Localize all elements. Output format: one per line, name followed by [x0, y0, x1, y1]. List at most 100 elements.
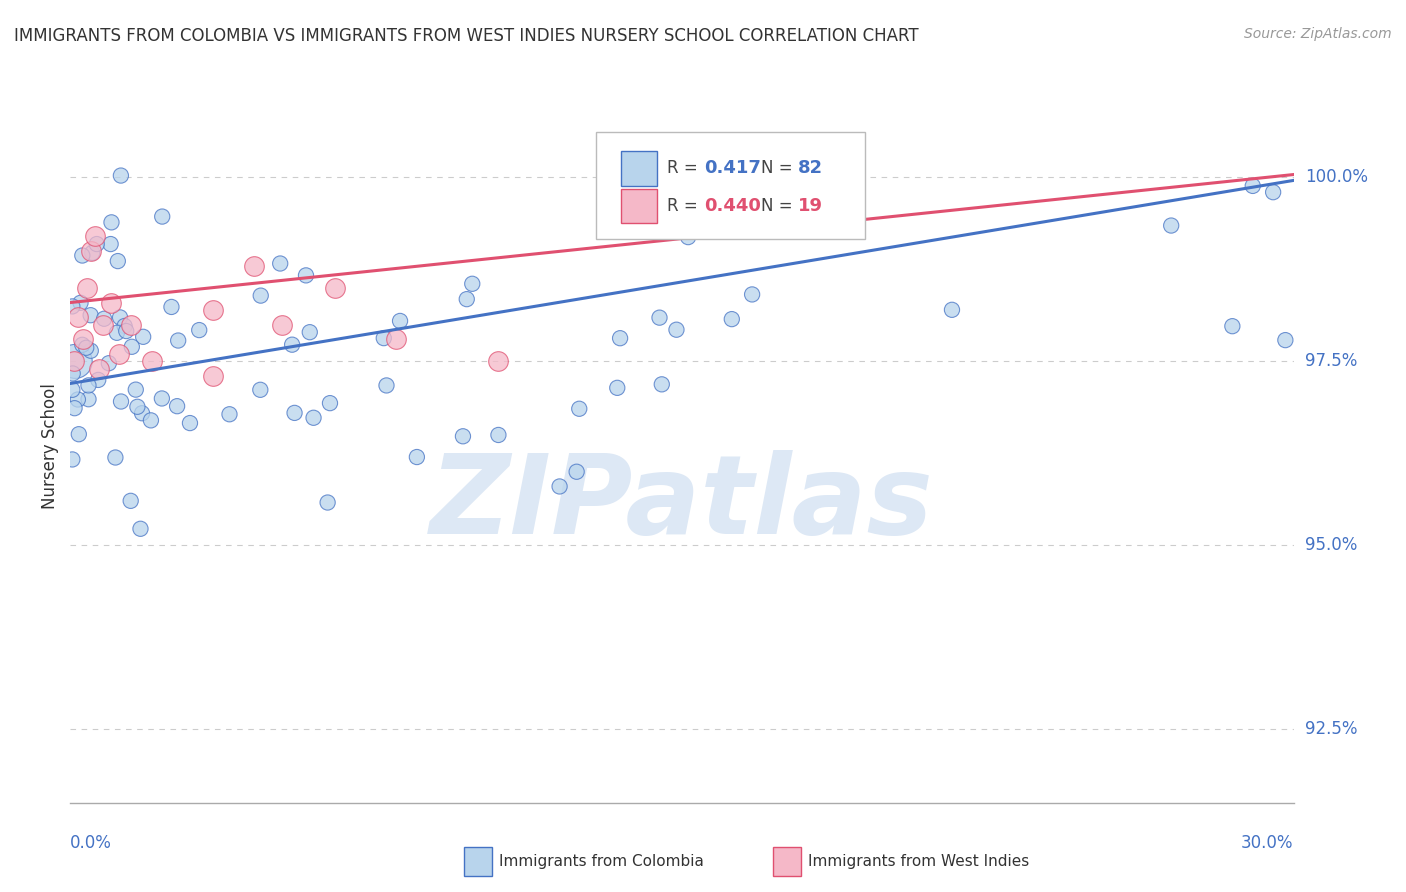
- Point: [456, 292, 478, 306]
- Point: [648, 310, 671, 325]
- Point: [127, 400, 149, 414]
- Text: N =: N =: [762, 197, 793, 215]
- Point: [160, 300, 183, 314]
- Point: [110, 394, 132, 409]
- Point: [941, 302, 963, 317]
- Point: [66, 392, 89, 407]
- Point: [87, 373, 110, 387]
- Point: [63, 354, 86, 368]
- Point: [104, 450, 127, 465]
- Point: [606, 381, 628, 395]
- Point: [269, 256, 291, 270]
- Point: [63, 354, 86, 368]
- Point: [115, 324, 138, 338]
- Point: [298, 325, 321, 339]
- Point: [120, 493, 142, 508]
- Point: [150, 392, 173, 406]
- Point: [60, 452, 83, 467]
- Point: [97, 356, 120, 370]
- Point: [243, 259, 266, 273]
- Text: 0.417: 0.417: [704, 160, 761, 178]
- Point: [188, 323, 211, 337]
- Point: [125, 383, 148, 397]
- Point: [100, 295, 122, 310]
- Point: [166, 399, 188, 413]
- Text: 19: 19: [799, 197, 823, 215]
- Point: [62, 367, 84, 381]
- Point: [83, 229, 105, 244]
- Text: 95.0%: 95.0%: [1305, 536, 1357, 554]
- Text: R =: R =: [668, 160, 697, 178]
- Point: [167, 334, 190, 348]
- Point: [79, 308, 101, 322]
- Point: [385, 332, 408, 346]
- Point: [69, 295, 91, 310]
- Point: [651, 377, 673, 392]
- Point: [665, 323, 688, 337]
- Point: [121, 318, 143, 332]
- Text: 92.5%: 92.5%: [1305, 720, 1357, 739]
- Point: [150, 210, 173, 224]
- Point: [77, 378, 100, 392]
- Point: [77, 392, 100, 407]
- Point: [110, 169, 132, 183]
- Point: [565, 465, 588, 479]
- Point: [375, 378, 398, 392]
- Point: [67, 427, 90, 442]
- Text: Immigrants from Colombia: Immigrants from Colombia: [499, 855, 704, 869]
- Point: [100, 215, 122, 229]
- Point: [741, 287, 763, 301]
- Point: [131, 406, 153, 420]
- Point: [202, 369, 225, 384]
- FancyBboxPatch shape: [596, 132, 866, 239]
- Point: [121, 340, 143, 354]
- Point: [108, 310, 131, 325]
- Point: [323, 281, 347, 295]
- Text: IMMIGRANTS FROM COLOMBIA VS IMMIGRANTS FROM WEST INDIES NURSERY SCHOOL CORRELATI: IMMIGRANTS FROM COLOMBIA VS IMMIGRANTS F…: [14, 27, 918, 45]
- Y-axis label: Nursery School: Nursery School: [41, 383, 59, 509]
- Point: [108, 347, 131, 361]
- Point: [271, 318, 294, 332]
- Point: [568, 401, 591, 416]
- Point: [281, 337, 304, 351]
- Point: [284, 406, 307, 420]
- Point: [72, 248, 94, 262]
- Point: [86, 237, 108, 252]
- Point: [302, 410, 325, 425]
- FancyBboxPatch shape: [621, 189, 658, 223]
- Point: [406, 450, 429, 464]
- Point: [1160, 219, 1182, 233]
- Point: [1241, 178, 1264, 193]
- FancyBboxPatch shape: [621, 152, 658, 186]
- Point: [249, 383, 271, 397]
- Point: [114, 318, 136, 333]
- Point: [60, 383, 83, 397]
- Point: [67, 310, 90, 325]
- Text: Source: ZipAtlas.com: Source: ZipAtlas.com: [1244, 27, 1392, 41]
- Point: [87, 361, 110, 376]
- Text: 82: 82: [799, 160, 824, 178]
- Point: [91, 318, 114, 332]
- Point: [141, 354, 163, 368]
- Point: [295, 268, 318, 283]
- Point: [75, 341, 97, 355]
- Point: [76, 281, 98, 295]
- Point: [129, 522, 152, 536]
- Point: [488, 428, 510, 442]
- Point: [451, 429, 474, 443]
- Point: [218, 407, 240, 421]
- Point: [93, 311, 115, 326]
- Point: [72, 338, 94, 352]
- Point: [105, 326, 128, 340]
- Point: [107, 254, 129, 268]
- Point: [1274, 333, 1296, 347]
- Point: [202, 302, 225, 317]
- Point: [319, 396, 342, 410]
- Point: [461, 277, 484, 291]
- Point: [249, 288, 271, 302]
- Text: 97.5%: 97.5%: [1305, 352, 1357, 370]
- Point: [82, 245, 104, 260]
- Point: [100, 237, 122, 252]
- Text: Immigrants from West Indies: Immigrants from West Indies: [808, 855, 1029, 869]
- Point: [389, 314, 412, 328]
